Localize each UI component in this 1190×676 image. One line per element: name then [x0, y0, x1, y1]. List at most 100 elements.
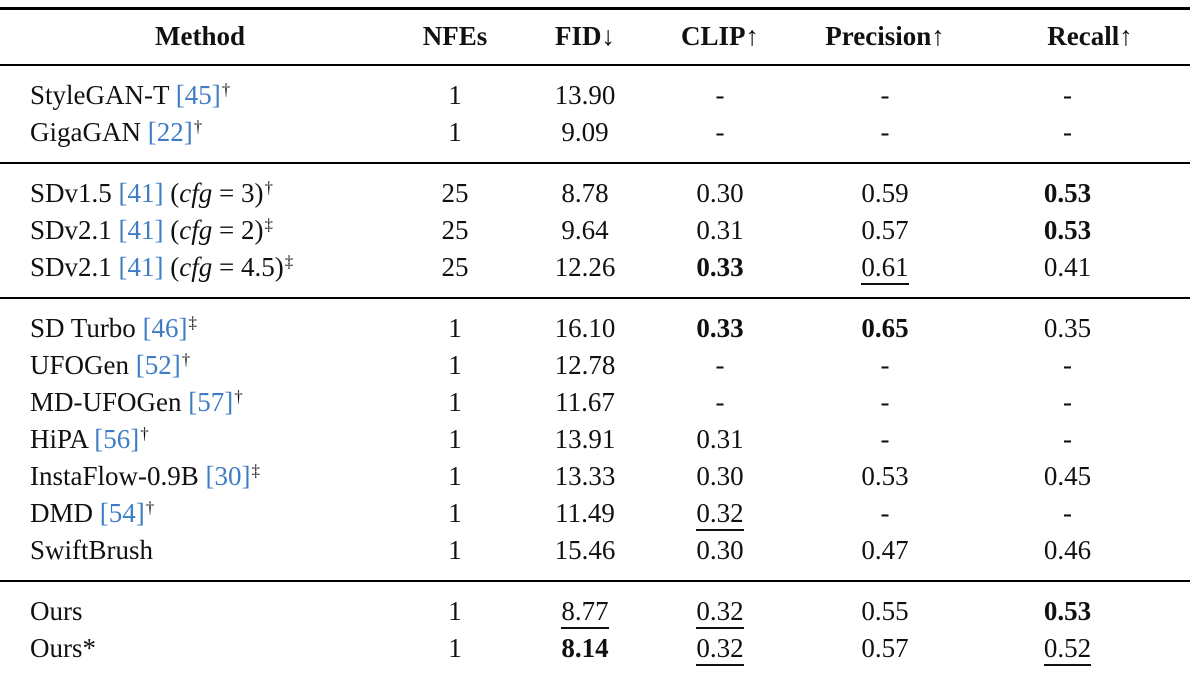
citation-link[interactable]: [41]	[118, 178, 164, 208]
second-best-value: 0.61	[861, 253, 909, 286]
fid-cell: 15.46	[554, 535, 616, 565]
precision-cell: 0.57	[861, 633, 909, 663]
second-best-value: 0.32	[696, 597, 744, 630]
precision-cell: -	[880, 498, 890, 528]
citation-link[interactable]: [41]	[118, 215, 164, 245]
fid-cell: 12.78	[554, 350, 616, 380]
nfes-cell: 1	[448, 535, 462, 565]
clip-cell: 0.30	[696, 535, 744, 565]
precision-cell: -	[880, 387, 890, 417]
column-header-recall: Recall↑	[1047, 21, 1133, 51]
recall-cell: 0.46	[1043, 535, 1092, 565]
table-group-4: Ours 1 8.77 0.32 0.55 0.53 Ours* 1 8.14 0.32 0.57 0…	[0, 581, 1190, 676]
method-cell: UFOGen [52]†	[30, 349, 191, 380]
cfg-label: cfg	[179, 252, 213, 282]
clip-cell: 0.32	[660, 630, 780, 676]
nfes-cell: 25	[441, 178, 469, 208]
recall-cell: -	[1063, 424, 1072, 454]
fid-cell: 8.14	[510, 630, 660, 676]
best-value: 0.53	[1043, 178, 1092, 208]
clip-cell: 0.32	[660, 581, 780, 630]
header-row: Method NFEs FID↓ CLIP↑ Precision↑ Recall↑	[0, 9, 1190, 65]
clip-cell: -	[715, 117, 725, 147]
method-cell: DMD [54]†	[30, 497, 155, 528]
clip-cell: 0.33	[660, 298, 780, 347]
column-header-precision: Precision↑	[825, 21, 945, 51]
citation-link[interactable]: [46]	[142, 313, 188, 343]
nfes-cell: 1	[448, 596, 462, 626]
table-group-3: SD Turbo [46]‡ 1 16.10 0.33 0.65 0.35 UFOGen […	[0, 298, 1190, 581]
table-row: InstaFlow-0.9B [30]‡ 1 13.33 0.30 0.53 0.45	[0, 458, 1190, 495]
dagger-marker: †	[234, 386, 243, 406]
table-row: Ours 1 8.77 0.32 0.55 0.53	[0, 581, 1190, 630]
table-row: HiPA [56]† 1 13.91 0.31 - -	[0, 421, 1190, 458]
dagger-marker: †	[145, 497, 155, 517]
second-best-value: 0.52	[1043, 634, 1092, 667]
recall-cell: 0.53	[990, 163, 1190, 212]
best-value: 0.53	[1043, 215, 1092, 245]
precision-cell: 0.57	[861, 215, 909, 245]
precision-cell: 0.59	[861, 178, 909, 208]
nfes-cell: 1	[448, 350, 462, 380]
table-header: Method NFEs FID↓ CLIP↑ Precision↑ Recall↑	[0, 9, 1190, 65]
clip-cell: 0.30	[696, 178, 744, 208]
table-row: MD-UFOGen [57]† 1 11.67 - - -	[0, 384, 1190, 421]
nfes-cell: 1	[448, 461, 462, 491]
clip-cell: 0.32	[660, 495, 780, 532]
dagger-marker: ‡	[264, 214, 273, 234]
citation-link[interactable]: [54]	[99, 498, 145, 528]
fid-cell: 8.77	[510, 581, 660, 630]
precision-cell: -	[880, 424, 890, 454]
fid-cell: 16.10	[554, 313, 616, 343]
citation-link[interactable]: [56]	[94, 424, 140, 454]
dagger-marker: ‡	[251, 460, 260, 480]
citation-link[interactable]: [45]	[175, 80, 221, 110]
citation-link[interactable]: [52]	[135, 350, 181, 380]
table-row: SDv1.5 [41] (cfg = 3)† 25 8.78 0.30 0.59 0.53	[0, 163, 1190, 212]
nfes-cell: 1	[448, 387, 462, 417]
column-header-method: Method	[155, 21, 245, 51]
clip-cell: -	[715, 80, 725, 110]
table-group-2: SDv1.5 [41] (cfg = 3)† 25 8.78 0.30 0.59 0.53…	[0, 163, 1190, 298]
table-row: StyleGAN-T [45]† 1 13.90 - - -	[0, 65, 1190, 114]
second-best-value: 8.77	[561, 597, 609, 630]
nfes-cell: 1	[448, 633, 462, 663]
precision-cell: 0.55	[861, 596, 909, 626]
table-group-1: StyleGAN-T [45]† 1 13.90 - - - GigaGAN [22]† 1 9…	[0, 65, 1190, 163]
nfes-cell: 1	[448, 313, 462, 343]
dagger-marker: †	[264, 177, 273, 197]
method-cell: Ours	[30, 596, 83, 626]
citation-link[interactable]: [57]	[188, 387, 234, 417]
fid-cell: 13.33	[554, 461, 616, 491]
best-value: 0.53	[1043, 596, 1092, 626]
table-row: UFOGen [52]† 1 12.78 - - -	[0, 347, 1190, 384]
recall-cell: -	[1063, 80, 1072, 110]
fid-cell: 9.09	[561, 117, 609, 147]
method-cell: SDv2.1 [41] (cfg = 4.5)‡	[30, 251, 294, 282]
nfes-cell: 1	[448, 424, 462, 454]
method-cell: GigaGAN [22]†	[30, 116, 203, 147]
table-row: Ours* 1 8.14 0.32 0.57 0.52	[0, 630, 1190, 676]
method-cell: Ours*	[30, 633, 96, 663]
column-header-clip: CLIP↑	[680, 21, 759, 51]
dagger-marker: †	[140, 423, 149, 443]
clip-cell: 0.30	[696, 461, 744, 491]
second-best-value: 0.32	[696, 499, 744, 532]
table-row: SDv2.1 [41] (cfg = 2)‡ 25 9.64 0.31 0.57 0.53	[0, 212, 1190, 249]
citation-link[interactable]: [30]	[205, 461, 251, 491]
table-row: DMD [54]† 1 11.49 0.32 - -	[0, 495, 1190, 532]
fid-cell: 11.49	[555, 498, 615, 528]
results-table: Method NFEs FID↓ CLIP↑ Precision↑ Recall↑ Sty…	[0, 7, 1190, 676]
table-row: SD Turbo [46]‡ 1 16.10 0.33 0.65 0.35	[0, 298, 1190, 347]
precision-cell: 0.65	[780, 298, 990, 347]
method-cell: SDv2.1 [41] (cfg = 2)‡	[30, 214, 273, 245]
table-row: GigaGAN [22]† 1 9.09 - - -	[0, 114, 1190, 163]
recall-cell: 0.45	[1043, 461, 1092, 491]
citation-link[interactable]: [41]	[118, 252, 164, 282]
method-cell: SDv1.5 [41] (cfg = 3)†	[30, 177, 273, 208]
citation-link[interactable]: [22]	[147, 117, 193, 147]
recall-cell: -	[1063, 498, 1072, 528]
best-value: 0.33	[696, 313, 744, 343]
recall-cell: -	[1063, 117, 1072, 147]
